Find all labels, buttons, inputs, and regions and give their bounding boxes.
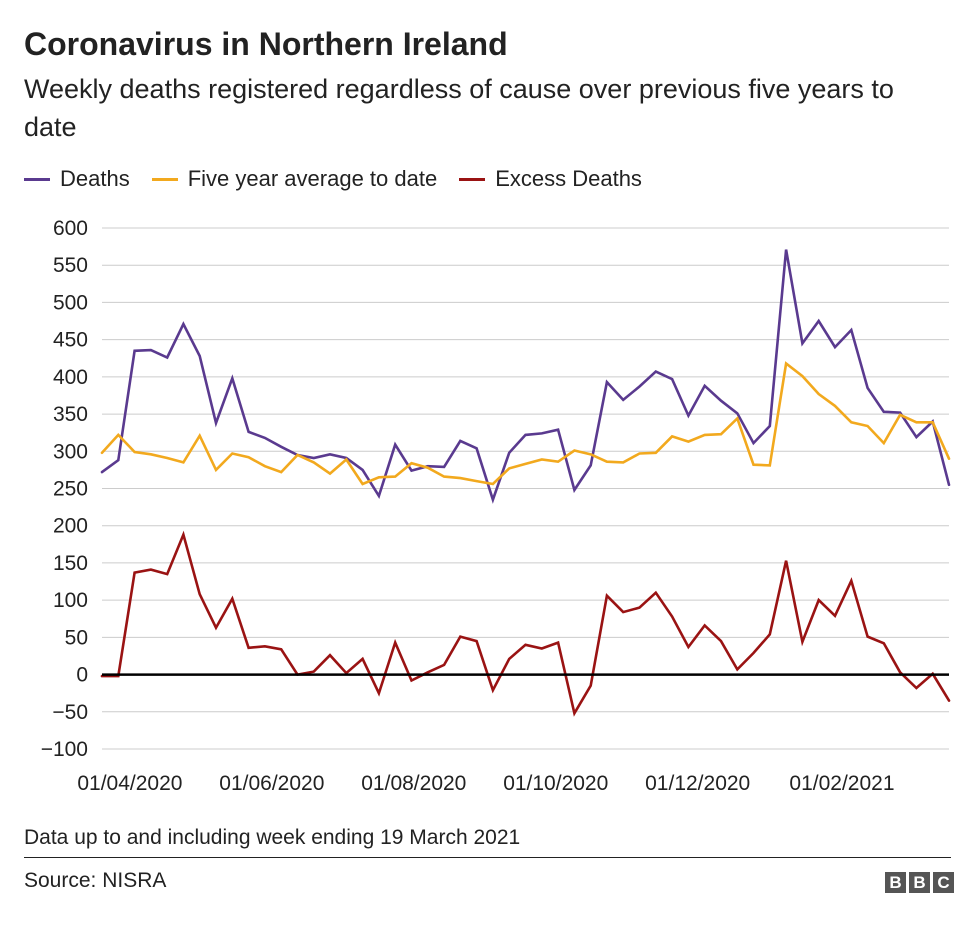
legend-swatch-deaths <box>24 177 50 181</box>
x-tick-label: 01/12/2020 <box>645 772 750 795</box>
y-tick-label: −50 <box>52 701 88 724</box>
series-lines <box>100 249 951 717</box>
y-tick-label: 450 <box>53 329 88 352</box>
bbc-logo-letter: B <box>885 872 906 893</box>
legend-label-deaths: Deaths <box>60 166 130 191</box>
y-tick-label: 300 <box>53 440 88 463</box>
legend-item-excess-deaths: Excess Deaths <box>459 166 642 192</box>
legend-swatch-five-year-average <box>151 177 178 181</box>
series-line-excess-deaths <box>100 530 951 717</box>
legend-item-five-year-average: Five year average to date <box>151 166 438 192</box>
y-axis: 600550500450400350300250200150100500−50−… <box>41 217 88 761</box>
x-tick-label: 01/08/2020 <box>361 772 466 795</box>
x-tick-label: 01/10/2020 <box>503 772 608 795</box>
series-line-deaths <box>100 249 951 504</box>
y-tick-label: −100 <box>41 738 88 761</box>
y-tick-label: 350 <box>53 403 88 426</box>
bbc-logo: B B C <box>882 872 954 893</box>
y-tick-label: 50 <box>65 626 88 649</box>
x-axis: 01/04/2020 01/06/2020 01/08/2020 01/10/2020… <box>77 772 894 795</box>
legend: Deaths Five year average to date Excess … <box>24 164 664 194</box>
footer-divider <box>24 857 951 858</box>
data-note: Data up to and including week ending 19 … <box>24 826 521 849</box>
legend-swatch-excess-deaths <box>459 177 486 181</box>
grid-lines <box>102 227 949 750</box>
x-tick-label: 01/04/2020 <box>77 772 182 795</box>
y-tick-label: 400 <box>53 366 88 389</box>
chart-title: Coronavirus in Northern Ireland <box>24 26 508 62</box>
y-tick-label: 0 <box>76 664 88 687</box>
legend-item-deaths: Deaths <box>24 166 130 192</box>
legend-label-excess-deaths: Excess Deaths <box>495 166 642 191</box>
y-tick-label: 150 <box>53 552 88 575</box>
y-tick-label: 600 <box>53 217 88 240</box>
y-tick-label: 200 <box>53 515 88 538</box>
x-tick-label: 01/06/2020 <box>219 772 324 795</box>
y-tick-label: 500 <box>53 291 88 314</box>
bbc-logo-letter: B <box>909 872 930 893</box>
y-tick-label: 250 <box>53 478 88 501</box>
chart-subtitle: Weekly deaths registered regardless of c… <box>24 74 894 142</box>
source-text: Source: NISRA <box>24 869 167 892</box>
y-tick-label: 550 <box>53 254 88 277</box>
series-line-five-year-average-to-date <box>100 361 951 486</box>
legend-label-five-year-average: Five year average to date <box>187 166 438 191</box>
y-tick-label: 100 <box>53 589 88 612</box>
bbc-logo-letter: C <box>933 872 954 893</box>
x-tick-label: 01/02/2021 <box>789 772 894 795</box>
